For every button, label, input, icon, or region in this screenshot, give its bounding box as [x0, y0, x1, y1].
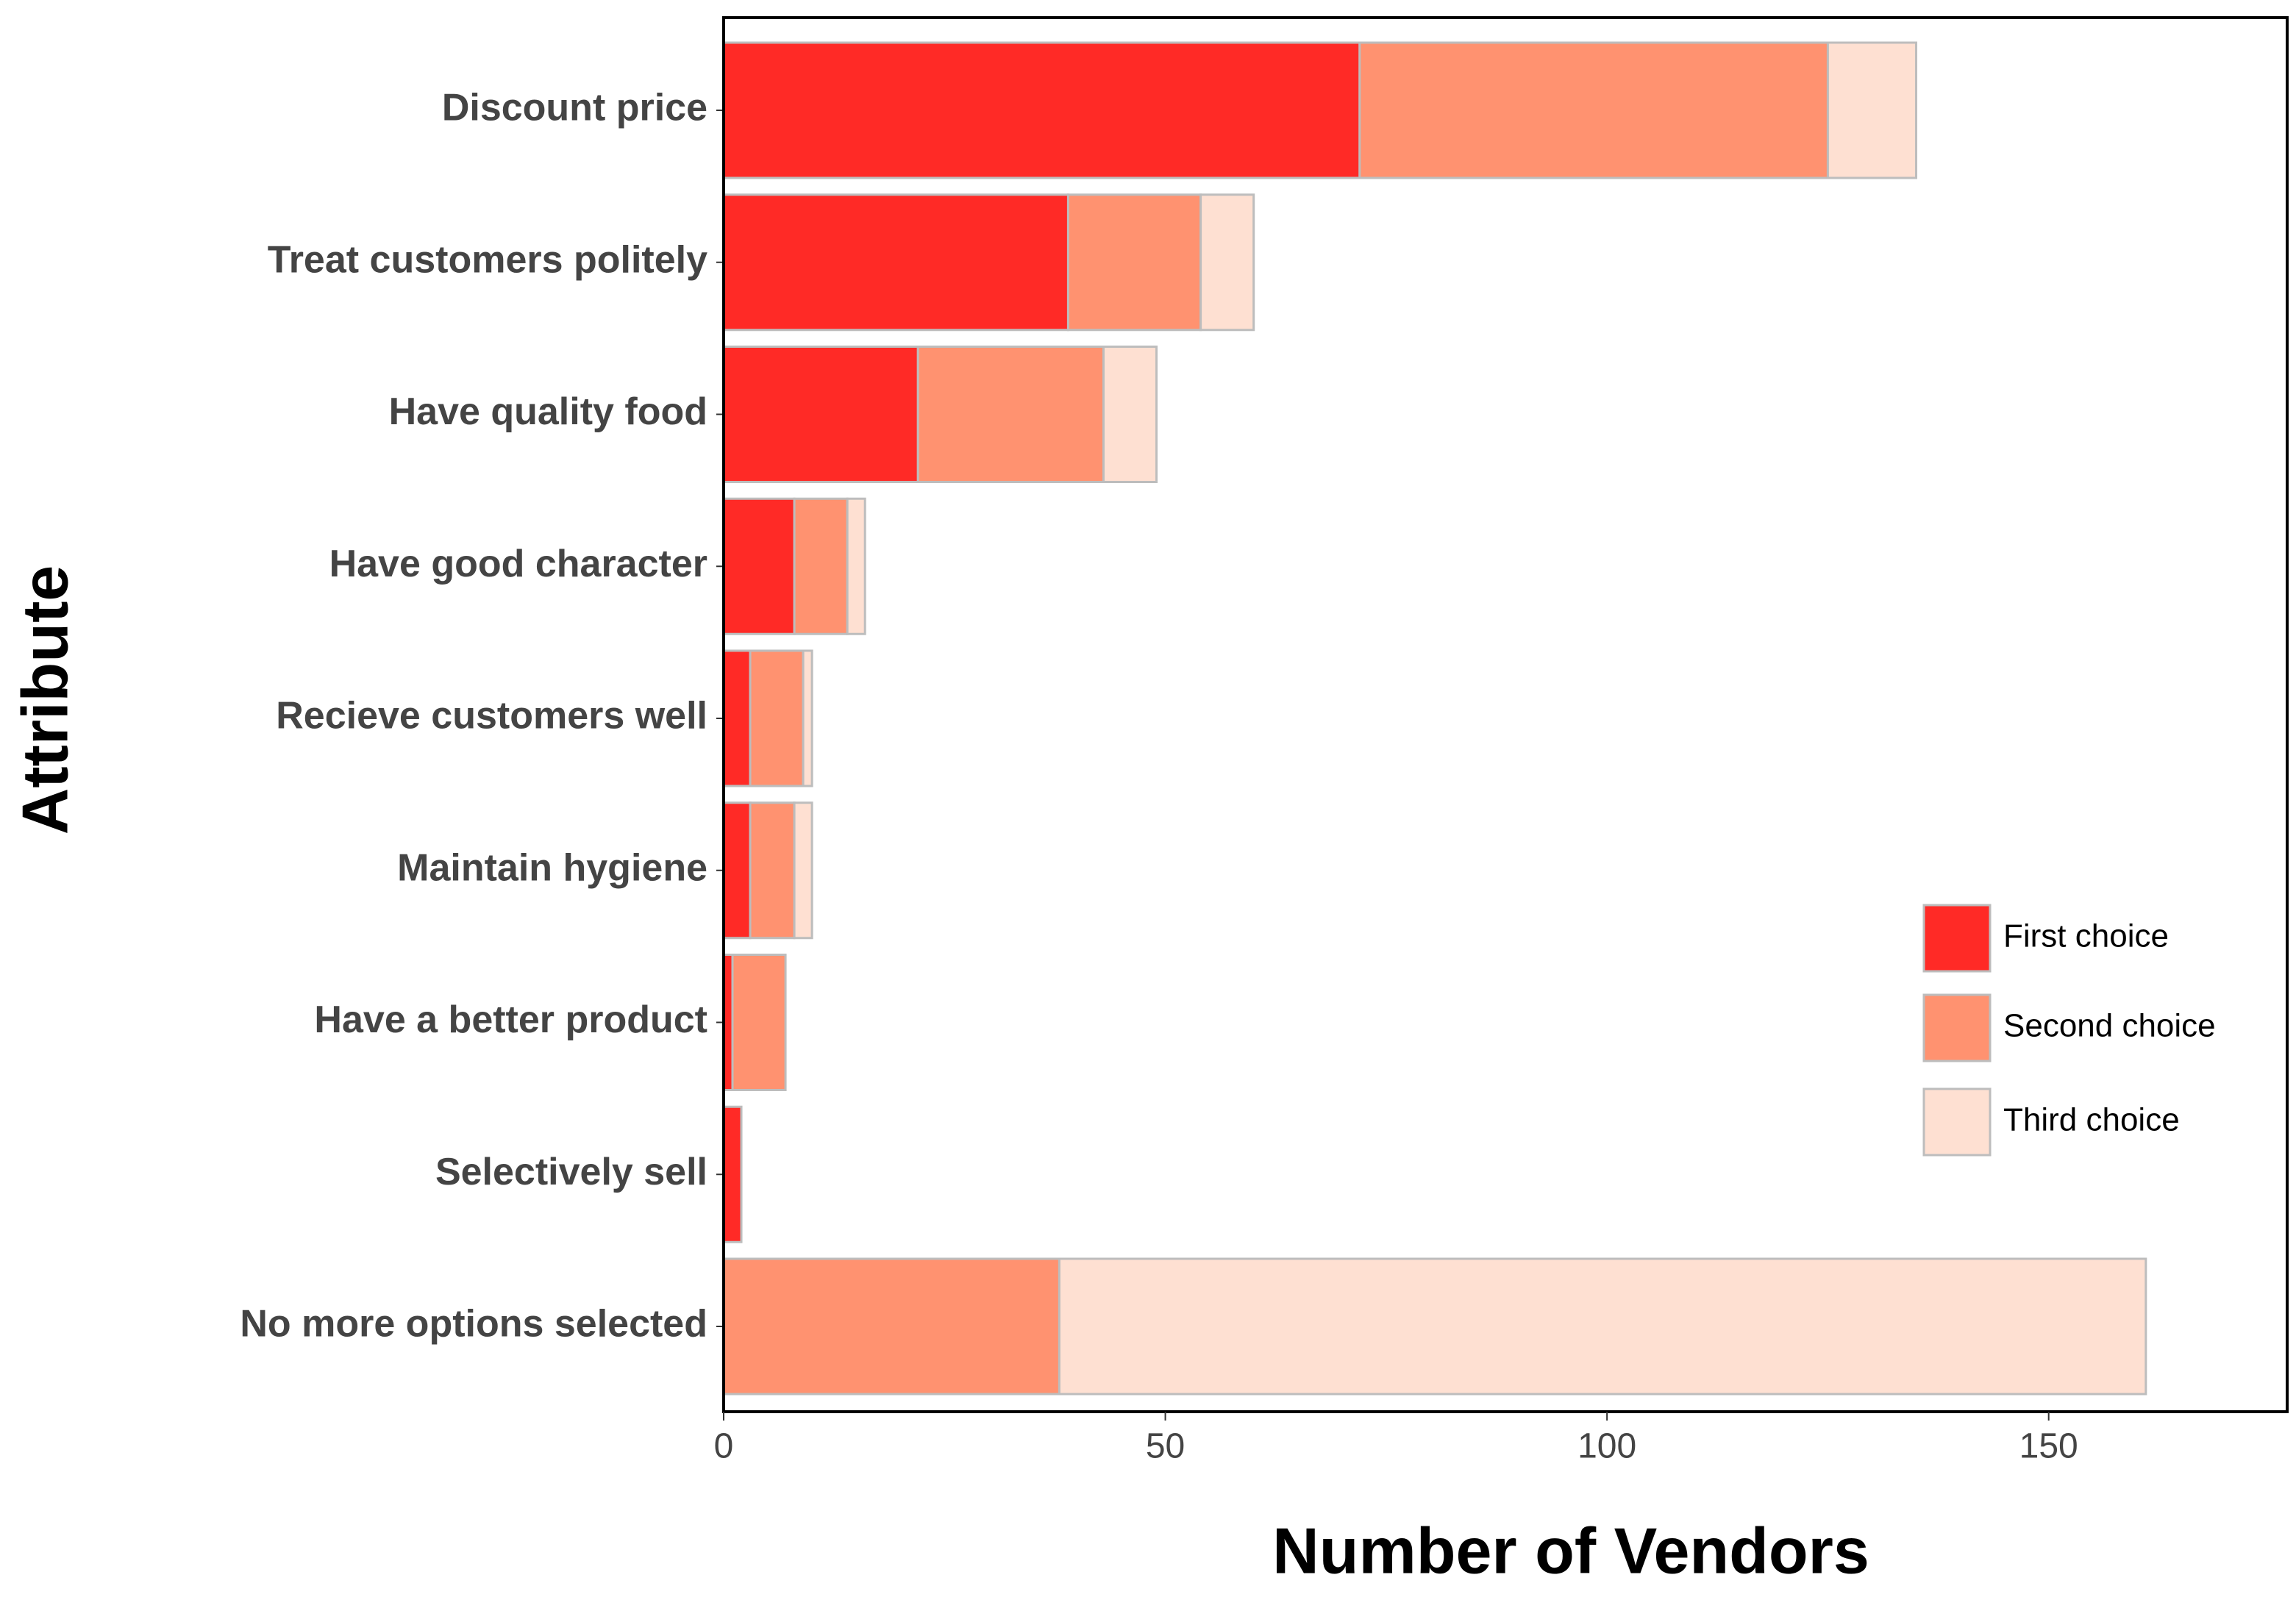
bar-segment [1826, 41, 1918, 179]
y-tick-label: Selectively sell [435, 1151, 707, 1193]
bar-segment [1102, 346, 1158, 483]
bar-segment [722, 649, 752, 787]
legend-key [1922, 993, 1992, 1062]
bar-segment [802, 649, 813, 787]
bar-segment [731, 954, 787, 1091]
bar-segment [722, 801, 752, 940]
x-axis-title: Number of Vendors [1272, 1514, 1869, 1587]
bar-segment [722, 1257, 1060, 1396]
bar-segment [793, 497, 849, 635]
bar-segment [1058, 1257, 2147, 1396]
legend-key [1922, 1087, 1992, 1157]
bar-segment [1358, 41, 1829, 179]
bar-segment [722, 41, 1361, 179]
legend-label: Second choice [2003, 1008, 2216, 1044]
y-tick-label: Maintain hygiene [397, 846, 707, 889]
x-tick-label: 150 [2019, 1427, 2078, 1466]
bar-segment [749, 649, 805, 787]
bar-segment [1066, 193, 1202, 332]
x-tick-label: 100 [1577, 1427, 1636, 1466]
bar-segment [749, 801, 796, 940]
bar-segment [793, 801, 813, 940]
x-tick-label: 0 [714, 1427, 734, 1466]
y-tick-label: Recieve customers well [276, 695, 707, 737]
y-tick-label: Discount price [442, 87, 707, 129]
bar-segment [722, 193, 1069, 332]
bar-segment [916, 346, 1105, 483]
y-tick-label: No more options selected [240, 1303, 707, 1346]
y-tick-label: Have a better product [314, 998, 707, 1041]
bar-segment [1199, 193, 1255, 332]
legend-label: First choice [2003, 918, 2169, 954]
legend-label: Third choice [2003, 1102, 2180, 1138]
plot-border [722, 16, 2289, 1413]
bar-segment [722, 497, 796, 635]
y-tick-label: Have good character [329, 543, 707, 585]
x-tick-label: 50 [1146, 1427, 1185, 1466]
y-tick-label: Have quality food [389, 390, 707, 433]
bar-segment [846, 497, 866, 635]
bar-segment [722, 346, 919, 483]
bar-segment [722, 1105, 743, 1243]
y-tick-label: Treat customers politely [268, 238, 707, 281]
y-axis-title: Attribute [8, 565, 81, 835]
legend-key [1922, 904, 1992, 973]
